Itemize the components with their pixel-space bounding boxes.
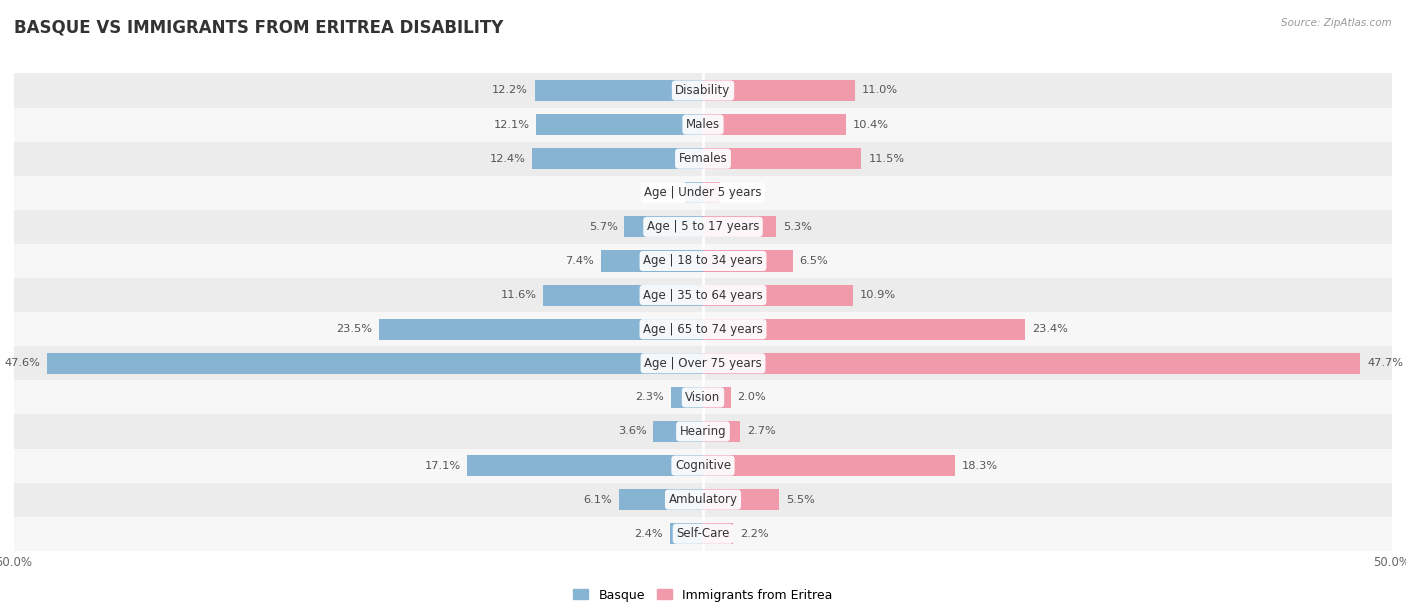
Bar — [669, 523, 703, 544]
Text: 2.4%: 2.4% — [634, 529, 664, 539]
Text: Hearing: Hearing — [679, 425, 727, 438]
Legend: Basque, Immigrants from Eritrea: Basque, Immigrants from Eritrea — [568, 584, 838, 606]
Bar — [703, 421, 740, 442]
Bar — [600, 250, 703, 272]
Text: 47.7%: 47.7% — [1367, 358, 1403, 368]
Bar — [14, 141, 1392, 176]
Bar — [624, 216, 703, 237]
Text: 2.3%: 2.3% — [636, 392, 665, 402]
Text: 12.1%: 12.1% — [494, 119, 530, 130]
Text: 10.9%: 10.9% — [860, 290, 896, 300]
Text: 5.3%: 5.3% — [783, 222, 811, 232]
Text: 47.6%: 47.6% — [4, 358, 41, 368]
Bar — [703, 250, 793, 272]
Bar — [703, 353, 1360, 374]
Text: Cognitive: Cognitive — [675, 459, 731, 472]
Bar — [14, 210, 1392, 244]
Bar — [703, 387, 731, 408]
Text: Age | 18 to 34 years: Age | 18 to 34 years — [643, 255, 763, 267]
Bar — [467, 455, 703, 476]
Bar — [14, 312, 1392, 346]
Text: 18.3%: 18.3% — [962, 461, 998, 471]
Text: 11.0%: 11.0% — [862, 86, 897, 95]
Text: Age | 5 to 17 years: Age | 5 to 17 years — [647, 220, 759, 233]
Text: 23.5%: 23.5% — [336, 324, 373, 334]
Bar — [703, 216, 776, 237]
Bar — [14, 380, 1392, 414]
Text: 7.4%: 7.4% — [565, 256, 595, 266]
Bar — [531, 148, 703, 170]
Text: Ambulatory: Ambulatory — [668, 493, 738, 506]
Bar — [536, 114, 703, 135]
Bar — [703, 114, 846, 135]
Text: BASQUE VS IMMIGRANTS FROM ERITREA DISABILITY: BASQUE VS IMMIGRANTS FROM ERITREA DISABI… — [14, 18, 503, 36]
Text: 6.5%: 6.5% — [800, 256, 828, 266]
Text: 11.5%: 11.5% — [869, 154, 904, 163]
Bar — [671, 387, 703, 408]
Bar — [703, 489, 779, 510]
Bar — [685, 182, 703, 203]
Text: Age | 35 to 64 years: Age | 35 to 64 years — [643, 289, 763, 302]
Text: Age | Over 75 years: Age | Over 75 years — [644, 357, 762, 370]
Bar — [14, 449, 1392, 483]
Text: 5.5%: 5.5% — [786, 494, 814, 505]
Text: Disability: Disability — [675, 84, 731, 97]
Text: 1.2%: 1.2% — [727, 188, 755, 198]
Text: Females: Females — [679, 152, 727, 165]
Bar — [14, 244, 1392, 278]
Bar — [14, 73, 1392, 108]
Bar — [14, 108, 1392, 141]
Text: Age | Under 5 years: Age | Under 5 years — [644, 186, 762, 200]
Text: 2.7%: 2.7% — [747, 427, 776, 436]
Text: 2.0%: 2.0% — [738, 392, 766, 402]
Text: 6.1%: 6.1% — [583, 494, 612, 505]
Text: 11.6%: 11.6% — [501, 290, 536, 300]
Text: Vision: Vision — [685, 391, 721, 404]
Text: Self-Care: Self-Care — [676, 528, 730, 540]
Bar — [703, 80, 855, 101]
Bar — [703, 285, 853, 305]
Bar — [654, 421, 703, 442]
Text: 1.3%: 1.3% — [650, 188, 678, 198]
Text: 2.2%: 2.2% — [740, 529, 769, 539]
Bar — [703, 319, 1025, 340]
Text: 17.1%: 17.1% — [425, 461, 461, 471]
Bar — [48, 353, 703, 374]
Text: Age | 65 to 74 years: Age | 65 to 74 years — [643, 323, 763, 335]
Bar — [14, 346, 1392, 380]
Bar — [703, 182, 720, 203]
Bar — [14, 414, 1392, 449]
Text: 5.7%: 5.7% — [589, 222, 617, 232]
Bar — [14, 278, 1392, 312]
Bar — [703, 455, 955, 476]
Text: 23.4%: 23.4% — [1032, 324, 1069, 334]
Bar — [619, 489, 703, 510]
Bar — [703, 523, 734, 544]
Text: 12.4%: 12.4% — [489, 154, 526, 163]
Text: Source: ZipAtlas.com: Source: ZipAtlas.com — [1281, 18, 1392, 28]
Bar — [14, 517, 1392, 551]
Text: Males: Males — [686, 118, 720, 131]
Bar — [543, 285, 703, 305]
Bar — [703, 148, 862, 170]
Bar — [534, 80, 703, 101]
Bar — [14, 176, 1392, 210]
Text: 10.4%: 10.4% — [853, 119, 889, 130]
Bar — [14, 483, 1392, 517]
Text: 12.2%: 12.2% — [492, 86, 529, 95]
Bar — [380, 319, 703, 340]
Text: 3.6%: 3.6% — [617, 427, 647, 436]
